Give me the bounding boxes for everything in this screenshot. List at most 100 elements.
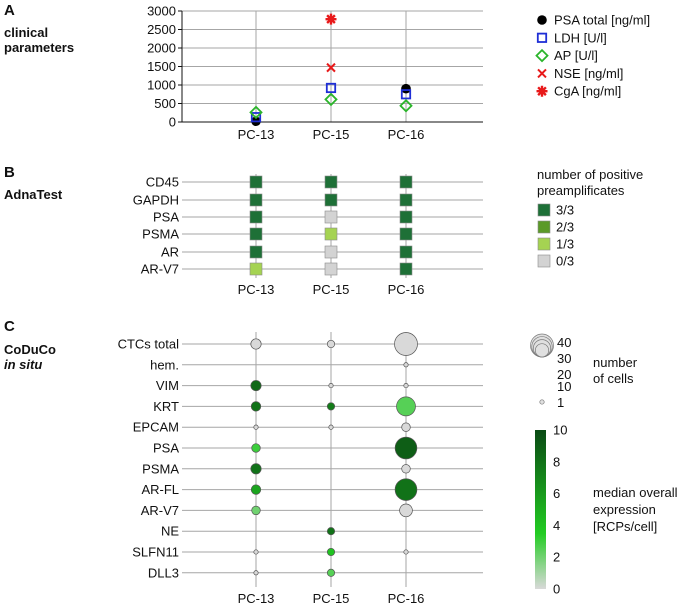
panel-a: A clinical parameters 0 500 1000 1500 2000 25… — [4, 2, 650, 142]
panel-c-bubble — [394, 332, 418, 356]
panel-c-bubble — [328, 424, 334, 430]
panel-b-legend-title-line-1: number of positive — [537, 167, 643, 182]
panel-a-title-line-1: clinical — [4, 25, 48, 40]
panel-b-cell — [249, 210, 263, 224]
panel-c-bubble — [394, 436, 418, 460]
panel-c-bubble — [401, 422, 411, 432]
panel-b-cell — [399, 245, 413, 259]
panel-c-title-line-2: in situ — [4, 357, 42, 372]
panel-b: B AdnaTest CD45 GAPDH PSA PSMA AR AR-V7 PC-13 P… — [4, 164, 643, 297]
panel-b-legend: 3/3 2/3 1/3 0/3 — [537, 203, 574, 269]
panel-c-bubble — [394, 478, 418, 501]
panel-b-cell — [399, 262, 413, 276]
panel-c-bubble — [253, 424, 259, 430]
panel-b-gridlines — [182, 174, 483, 278]
panel-b-cell — [399, 210, 413, 224]
panel-a-legend-label: NSE [ng/ml] — [554, 66, 623, 81]
panel-c-row-label: VIM — [156, 378, 179, 393]
panel-b-row-label: AR-V7 — [141, 262, 179, 277]
panel-c-row-label: KRT — [153, 399, 179, 414]
panel-b-cell — [324, 175, 338, 189]
panel-a-legend-marker — [535, 48, 549, 63]
panel-c: C CoDuCo in situ CTCs total hem. VIM KRT EPC… — [4, 318, 678, 606]
panel-c-bubble — [399, 503, 413, 518]
panel-c-size-legend-bubble — [539, 399, 545, 405]
panel-c-bubble — [251, 505, 261, 516]
panel-c-bubble — [401, 464, 411, 474]
panel-c-bubble — [328, 383, 334, 389]
panel-c-bubble — [326, 402, 336, 411]
panel-c-xtick-label: PC-13 — [238, 591, 275, 606]
panel-b-cell — [249, 175, 263, 189]
panel-c-row-label: SLFN11 — [132, 545, 179, 560]
panel-b-cell — [324, 262, 338, 276]
panel-c-size-legend-label: 1 — [557, 395, 564, 410]
panel-c-row-label: EPCAM — [133, 420, 179, 435]
panel-c-color-legend-title-line-1: median overall — [593, 485, 678, 500]
panel-b-cell — [399, 175, 413, 189]
panel-c-row-label: AR-V7 — [141, 503, 179, 518]
panel-c-colorbar-tick-label: 4 — [553, 518, 560, 533]
panel-c-row-label: PSA — [153, 441, 179, 456]
panel-c-bubble — [250, 401, 262, 412]
panel-c-bubble — [250, 338, 262, 350]
panel-a-point — [324, 92, 338, 107]
panel-b-cell — [399, 227, 413, 241]
panel-b-legend-swatch — [537, 237, 551, 251]
panel-c-bubble — [403, 549, 409, 555]
panel-c-colorbar-tick-label: 8 — [553, 454, 560, 469]
panel-a-title-line-2: parameters — [4, 40, 74, 55]
panel-b-legend-swatch — [537, 220, 551, 234]
panel-b-cell — [399, 193, 413, 207]
panel-a-legend-label: LDH [U/l] — [554, 30, 607, 45]
panel-c-size-legend-label: 30 — [557, 351, 571, 366]
panel-a-legend-marker — [537, 15, 547, 25]
panel-c-size-legend-title-line-2: of cells — [593, 371, 634, 386]
panel-a-tick-labels: 0 500 1000 1500 2000 2500 3000 PC-13 PC-15 PC-16 — [147, 4, 424, 143]
panel-c-row-label: NE — [161, 524, 179, 539]
panel-c-colorbar-gradient — [535, 430, 546, 589]
panel-b-tick-labels: CD45 GAPDH PSA PSMA AR AR-V7 PC-13 PC-15 PC-16 — [133, 175, 425, 298]
panel-a-ytick-label: 3000 — [147, 4, 176, 19]
panel-a-point — [250, 112, 262, 123]
panel-c-bubble — [403, 362, 409, 368]
panel-a-ytick-label: 2000 — [147, 41, 176, 56]
panel-a-legend-marker — [536, 85, 548, 97]
panel-b-cell — [324, 227, 338, 241]
panel-a-point — [325, 82, 337, 94]
panel-c-tick-labels: CTCs total hem. VIM KRT EPCAM PSA PSMA AR-FL AR-… — [118, 337, 425, 607]
panel-a-legend-label: AP [U/l] — [554, 48, 598, 63]
panel-c-colorbar-tick-label: 2 — [553, 550, 560, 565]
panel-c-bubble — [326, 527, 336, 536]
panel-c-bubble — [250, 484, 262, 495]
panel-c-bubble — [251, 443, 261, 453]
panel-c-color-legend-title-line-2: expression — [593, 502, 656, 517]
panel-a-xtick-label: PC-15 — [313, 127, 350, 142]
panel-b-cell — [249, 262, 263, 276]
panel-c-bubble — [326, 339, 336, 349]
panel-a-legend-label: PSA total [ng/ml] — [554, 13, 650, 28]
panel-a-ytick-label: 1500 — [147, 59, 176, 74]
panel-c-color-legend-title-line-3: [RCPs/cell] — [593, 519, 657, 534]
panel-c-colorbar-tick-label: 10 — [553, 423, 567, 438]
panel-b-row-label: PSMA — [142, 227, 179, 242]
panel-c-row-label: DLL3 — [148, 565, 179, 580]
panel-b-legend-swatch — [537, 203, 551, 217]
panel-c-bubble — [250, 380, 262, 392]
panel-b-legend-swatch — [537, 254, 551, 268]
panel-b-cell — [249, 227, 263, 241]
panel-c-bubble — [396, 396, 416, 417]
panel-b-letter: B — [4, 164, 15, 181]
panel-a-letter: A — [4, 2, 15, 19]
panel-c-xtick-label: PC-15 — [313, 591, 350, 606]
panel-c-colorbar: 0 2 4 6 8 10 — [535, 423, 567, 597]
panel-c-colorbar-tick-label: 0 — [553, 582, 560, 597]
panel-c-size-legend-title-line-1: number — [593, 355, 638, 370]
panel-a-legend-label: CgA [ng/ml] — [554, 84, 621, 99]
panel-c-bubble — [253, 549, 259, 555]
panel-a-point — [325, 13, 337, 25]
panel-c-row-label: hem. — [150, 357, 179, 372]
panel-b-cell — [324, 210, 338, 224]
